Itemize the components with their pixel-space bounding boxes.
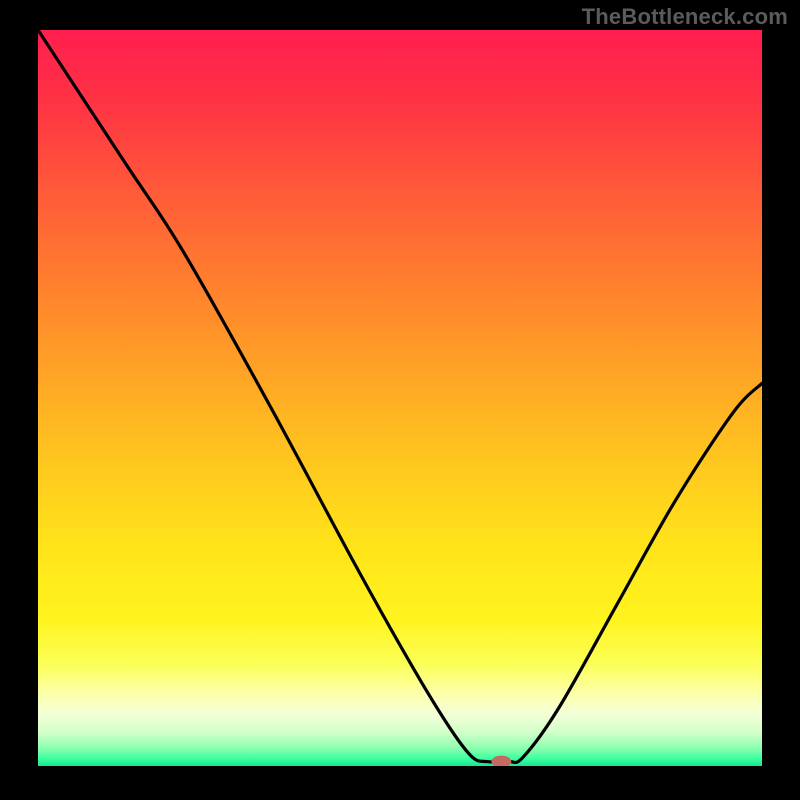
bottleneck-chart [38, 30, 762, 766]
attribution-text: TheBottleneck.com [582, 4, 788, 30]
chart-frame: TheBottleneck.com [0, 0, 800, 800]
gradient-background [38, 30, 762, 766]
